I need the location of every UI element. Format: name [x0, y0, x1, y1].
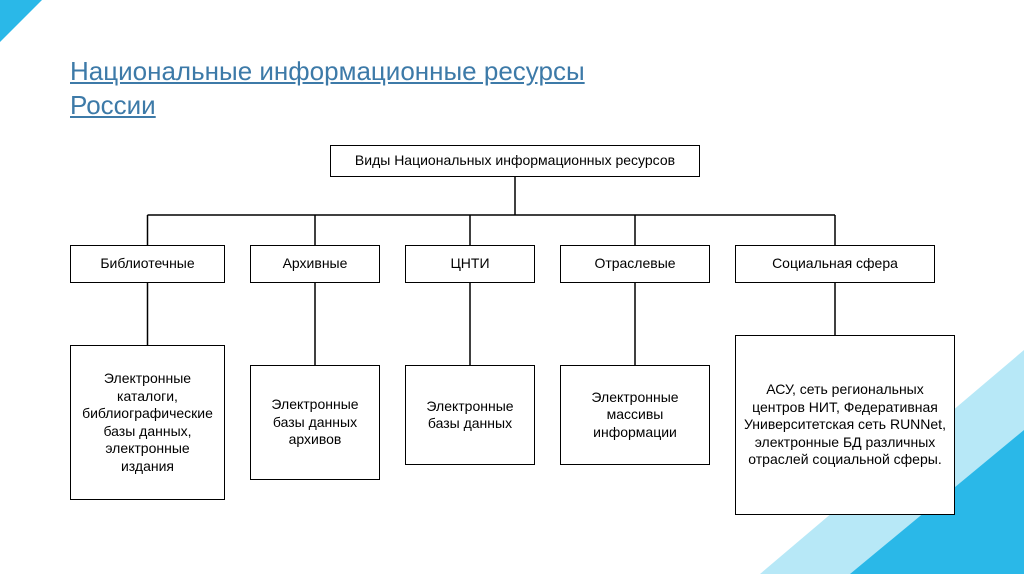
node-d1: Электронные каталоги, библиографические … — [70, 345, 225, 500]
node-n4: Отраслевые — [560, 245, 710, 283]
node-d5: АСУ, сеть региональных центров НИТ, Феде… — [735, 335, 955, 515]
node-n5: Социальная сфера — [735, 245, 935, 283]
org-chart: Виды Национальных информационных ресурсо… — [70, 145, 960, 535]
node-n3: ЦНТИ — [405, 245, 535, 283]
slide: Национальные информационные ресурсы Росс… — [0, 0, 1024, 574]
title-line-1: Национальные информационные ресурсы — [70, 56, 585, 86]
node-d2: Электронные базы данных архивов — [250, 365, 380, 480]
node-d4: Электронные массивы информации — [560, 365, 710, 465]
title-line-2: России — [70, 90, 156, 120]
slide-title: Национальные информационные ресурсы Росс… — [70, 55, 585, 123]
node-root: Виды Национальных информационных ресурсо… — [330, 145, 700, 177]
node-n2: Архивные — [250, 245, 380, 283]
node-n1: Библиотечные — [70, 245, 225, 283]
node-d3: Электронные базы данных — [405, 365, 535, 465]
